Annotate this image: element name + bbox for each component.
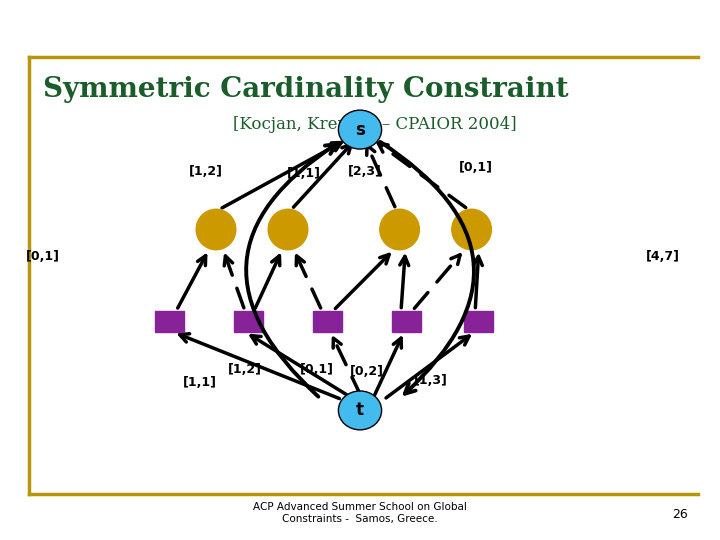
Text: [Kocjan, Kreuger – CPAIOR 2004]: [Kocjan, Kreuger – CPAIOR 2004] <box>233 116 516 133</box>
Text: [0,1]: [0,1] <box>300 363 334 376</box>
Ellipse shape <box>452 209 492 249</box>
Bar <box>234 310 263 332</box>
FancyArrowPatch shape <box>380 142 474 394</box>
Text: [0,2]: [0,2] <box>350 365 384 378</box>
Text: ACP Advanced Summer School on Global
Constraints -  Samos, Greece.: ACP Advanced Summer School on Global Con… <box>253 502 467 524</box>
Text: [1,1]: [1,1] <box>183 376 217 389</box>
Text: [2,3]: [2,3] <box>348 165 382 178</box>
Text: [0,1]: [0,1] <box>26 250 60 263</box>
Text: [4,7]: [4,7] <box>645 250 680 263</box>
Bar <box>313 310 342 332</box>
Bar <box>392 310 421 332</box>
Text: [1,3]: [1,3] <box>413 374 448 387</box>
Text: [1,2]: [1,2] <box>228 363 262 376</box>
Ellipse shape <box>380 209 419 249</box>
Text: 26: 26 <box>672 508 688 521</box>
Ellipse shape <box>338 391 382 430</box>
Ellipse shape <box>338 110 382 149</box>
FancyArrowPatch shape <box>246 144 336 397</box>
Ellipse shape <box>268 209 308 249</box>
Text: t: t <box>356 401 364 420</box>
Text: Symmetric Cardinality Constraint: Symmetric Cardinality Constraint <box>43 76 569 103</box>
Text: [1,2]: [1,2] <box>189 165 223 178</box>
Ellipse shape <box>196 209 236 249</box>
Text: [0,1]: [0,1] <box>459 161 493 174</box>
Text: s: s <box>355 120 365 139</box>
Bar <box>155 310 184 332</box>
Bar <box>464 310 493 332</box>
Text: [1,1]: [1,1] <box>287 167 320 180</box>
